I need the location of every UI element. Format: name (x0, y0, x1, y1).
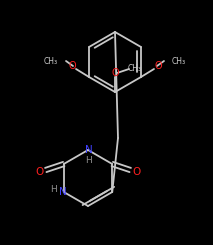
Text: CH₃: CH₃ (128, 63, 142, 73)
Text: CH₃: CH₃ (172, 57, 186, 65)
Text: O: O (36, 167, 44, 177)
Text: O: O (154, 61, 162, 71)
Text: CH₃: CH₃ (44, 57, 58, 65)
Text: O: O (68, 61, 76, 71)
Text: N: N (59, 187, 67, 197)
Text: H: H (50, 184, 57, 194)
Text: O: O (111, 68, 119, 78)
Text: O: O (132, 167, 140, 177)
Text: H: H (86, 156, 92, 164)
Text: N: N (85, 145, 93, 155)
